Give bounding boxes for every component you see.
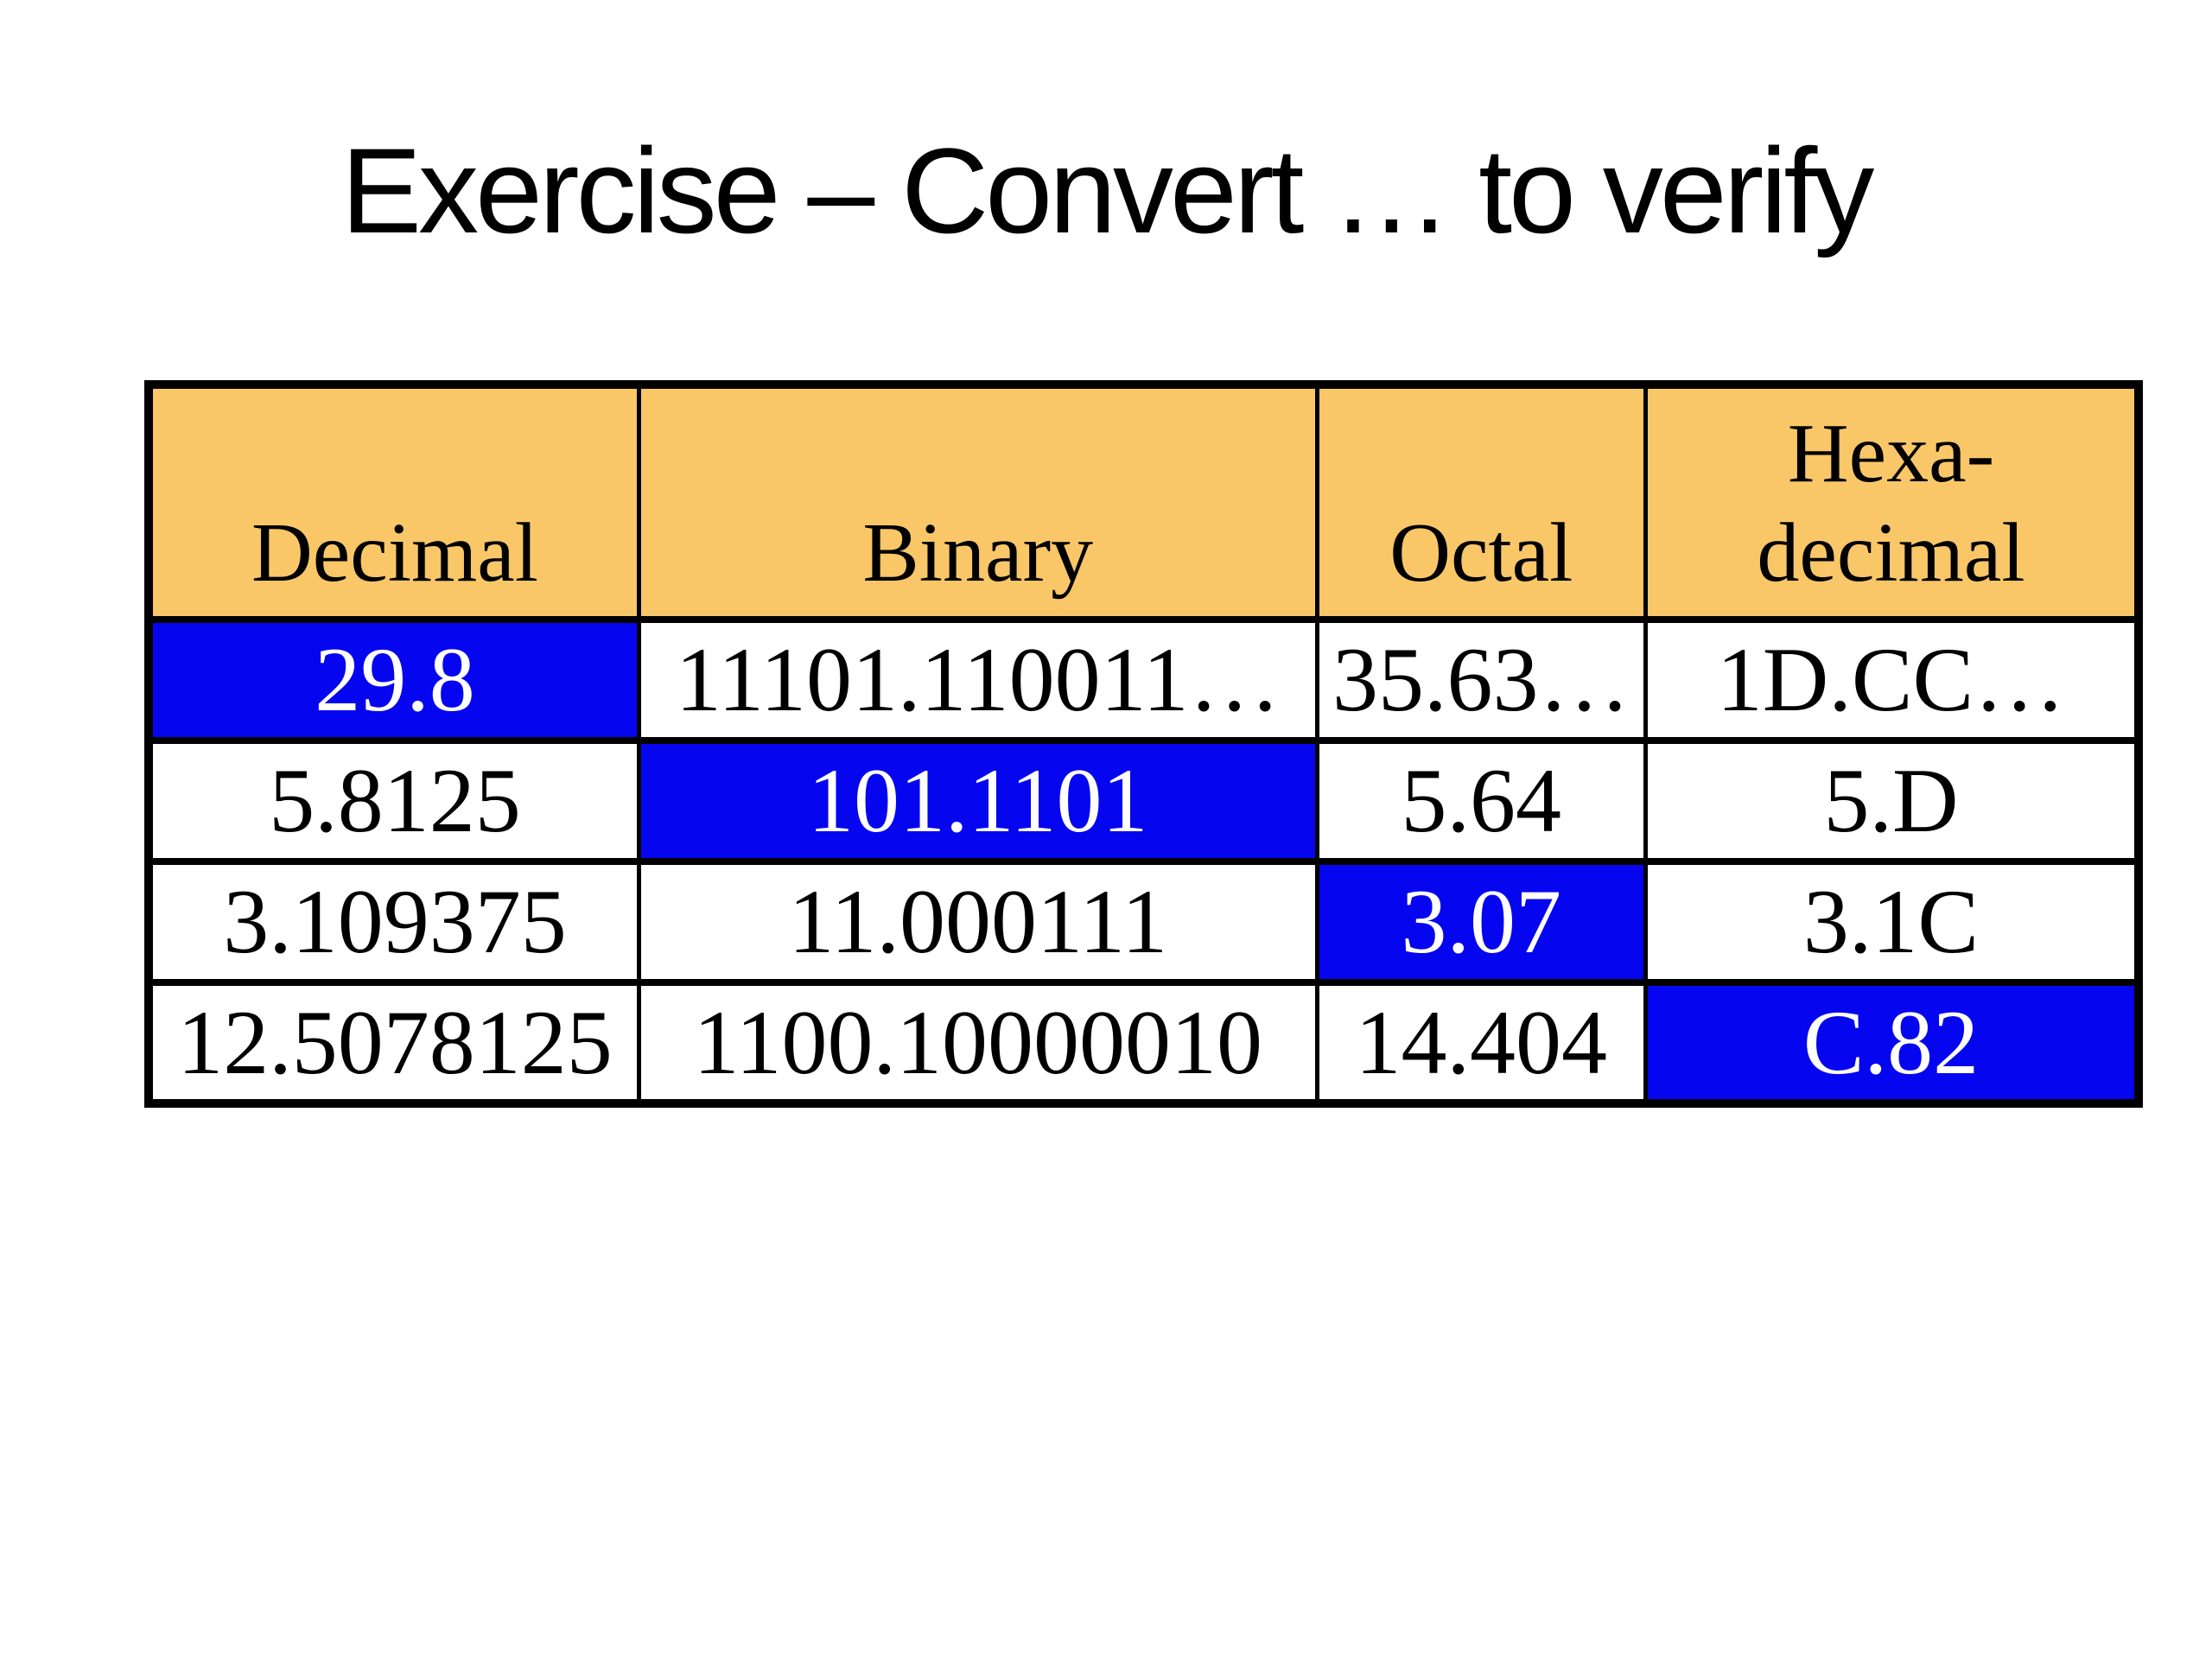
cell-hexadecimal: 3.1C: [1643, 858, 2141, 986]
cell-decimal: 3.109375: [146, 858, 641, 986]
cell-decimal: 12.5078125: [146, 979, 641, 1107]
table-row: 5.8125 101.1101 5.64 5.D: [146, 737, 2141, 865]
cell-octal: 35.63…: [1314, 616, 1649, 744]
cell-hexadecimal: C.82: [1643, 979, 2141, 1107]
cell-decimal: 29.8: [146, 616, 641, 744]
cell-octal: 3.07: [1314, 858, 1649, 986]
column-header-octal: Octal: [1314, 381, 1649, 623]
table-row: 29.8 11101.110011… 35.63… 1D.CC…: [146, 616, 2141, 744]
conversion-table: Decimal Binary Octal Hexa- decimal 29.8 …: [144, 380, 2143, 1108]
column-header-hexadecimal: Hexa- decimal: [1643, 381, 2141, 623]
cell-binary: 101.1101: [636, 737, 1319, 865]
column-header-binary: Binary: [636, 381, 1319, 623]
table-row: 12.5078125 1100.10000010 14.404 C.82: [146, 979, 2141, 1107]
cell-hexadecimal: 1D.CC…: [1643, 616, 2141, 744]
cell-binary: 1100.10000010: [636, 979, 1319, 1107]
header-row: Decimal Binary Octal Hexa- decimal: [146, 381, 2141, 623]
column-header-decimal: Decimal: [146, 381, 641, 623]
cell-decimal: 5.8125: [146, 737, 641, 865]
cell-binary: 11.000111: [636, 858, 1319, 986]
cell-octal: 5.64: [1314, 737, 1649, 865]
cell-binary: 11101.110011…: [636, 616, 1319, 744]
cell-octal: 14.404: [1314, 979, 1649, 1107]
slide-title: Exercise – Convert … to verify: [340, 123, 1875, 258]
cell-hexadecimal: 5.D: [1643, 737, 2141, 865]
table-row: 3.109375 11.000111 3.07 3.1C: [146, 858, 2141, 986]
